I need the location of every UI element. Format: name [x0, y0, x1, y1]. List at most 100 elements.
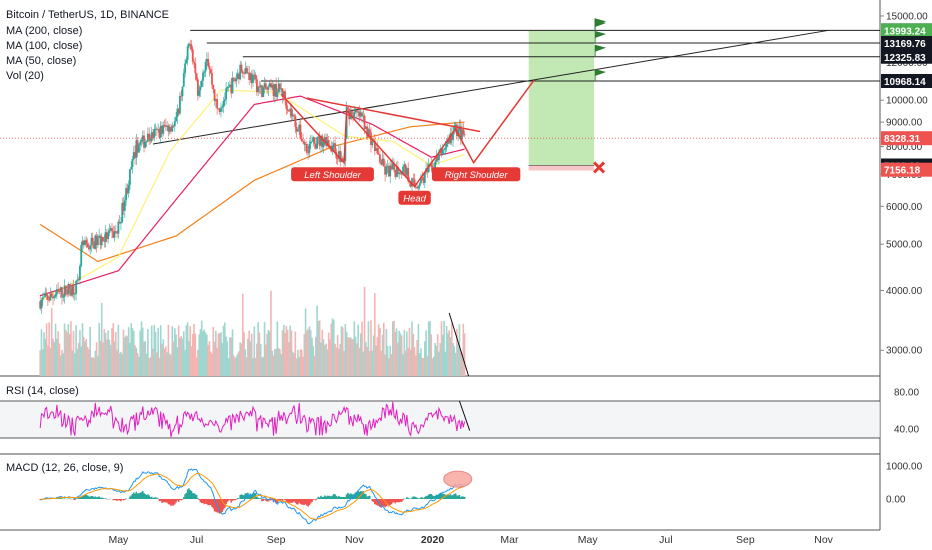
volume-bar	[40, 329, 43, 376]
price-tick-label: 15000.00	[886, 11, 928, 22]
volume-bar	[121, 354, 124, 376]
candle-body	[245, 68, 248, 73]
volume-bar	[215, 330, 217, 376]
volume-bar	[109, 345, 112, 376]
legend-ma100[interactable]: MA (100, close)	[6, 40, 83, 52]
macd-histogram-bar	[209, 499, 212, 506]
macd-histogram-bar	[420, 497, 422, 499]
macd-histogram-bar	[435, 494, 438, 499]
volume-bar	[81, 323, 84, 376]
candle-body	[82, 240, 85, 246]
volume-bar	[429, 321, 431, 376]
volume-bar	[238, 351, 240, 376]
price-label: 7156.18	[884, 166, 921, 177]
candle-body	[80, 245, 83, 266]
macd-histogram-bar	[188, 488, 190, 499]
volume-bar	[197, 349, 199, 376]
ascending-trendline	[152, 29, 829, 145]
volume-bar	[297, 349, 299, 376]
legend-volume[interactable]: Vol (20)	[6, 70, 44, 82]
macd-histogram-bar	[234, 499, 236, 501]
volume-bar	[279, 349, 281, 376]
volume-bar	[99, 340, 102, 376]
pattern-label: Head	[403, 193, 426, 204]
volume-bar	[285, 326, 288, 376]
volume-bar	[379, 327, 381, 376]
volume-bar	[407, 347, 409, 376]
volume-bar	[282, 324, 285, 376]
moving-average-line	[39, 121, 465, 263]
candle-body	[130, 167, 133, 170]
volume-bar	[418, 353, 421, 376]
volume-bar	[98, 322, 100, 376]
candle-body	[85, 240, 88, 244]
candle-body	[39, 301, 42, 309]
macd-histogram-bar	[241, 494, 244, 499]
macd-histogram-bar	[99, 497, 102, 499]
volume-bar	[463, 333, 466, 376]
candle-body	[434, 161, 436, 168]
candle-body	[386, 165, 389, 167]
macd-label[interactable]: MACD (12, 26, close, 9)	[6, 462, 124, 474]
macd-histogram-bar	[140, 492, 143, 499]
macd-histogram-bar	[177, 499, 180, 502]
volume-bar	[167, 324, 170, 376]
candle-body	[79, 265, 81, 280]
candle-body	[366, 126, 369, 137]
volume-bar	[247, 338, 249, 376]
volume-bar	[45, 323, 48, 376]
volume-bar	[388, 358, 390, 376]
candle-body	[441, 149, 444, 154]
candle-body	[273, 83, 276, 97]
candle-body	[463, 134, 466, 136]
macd-histogram-bar	[202, 499, 204, 504]
macd-histogram-bar	[59, 497, 62, 499]
volume-bar	[453, 346, 456, 376]
candle-body	[322, 141, 325, 148]
volume-bar	[245, 357, 248, 376]
legend-ma200[interactable]: MA (200, close)	[6, 25, 83, 37]
volume-bar	[408, 327, 411, 376]
macd-histogram-bar	[252, 494, 254, 499]
candle-body	[161, 125, 163, 134]
candle-body	[309, 141, 312, 144]
macd-histogram-bar	[318, 497, 321, 499]
candle-body	[167, 125, 170, 132]
volume-bar	[141, 327, 144, 376]
macd-histogram-bar	[134, 493, 136, 499]
candle-body	[338, 151, 340, 159]
volume-bar	[200, 320, 203, 376]
candle-body	[158, 129, 161, 138]
volume-bar	[224, 322, 226, 376]
volume-bar	[122, 329, 125, 376]
macd-histogram-bar	[411, 497, 413, 499]
candle-body	[303, 141, 306, 145]
candle-body	[381, 158, 384, 165]
macd-histogram-bar	[275, 499, 277, 503]
volume-bar	[390, 354, 393, 376]
macd-histogram-bar	[131, 494, 134, 499]
macd-histogram-bar	[424, 497, 426, 499]
volume-bar	[352, 339, 354, 376]
macd-histogram-bar	[358, 491, 361, 499]
macd-histogram-bar	[266, 499, 268, 502]
candle-body	[72, 285, 75, 295]
macd-histogram-bar	[221, 499, 224, 512]
macd-histogram-bar	[449, 494, 452, 499]
volume-bar	[338, 348, 340, 376]
legend-ma50[interactable]: MA (50, close)	[6, 55, 77, 67]
flag-icon	[595, 44, 607, 52]
volume-bar	[244, 349, 247, 376]
candle-body	[282, 91, 285, 97]
candle-body	[145, 141, 148, 143]
volume-bar	[274, 349, 276, 376]
macd-histogram-bar	[129, 496, 131, 499]
volume-bar	[71, 350, 74, 376]
macd-histogram-bar	[300, 499, 303, 505]
macd-histogram-bar	[174, 499, 176, 505]
rsi-label[interactable]: RSI (14, close)	[6, 385, 79, 397]
candle-body	[272, 84, 275, 97]
candle-body	[179, 95, 181, 114]
candle-body	[46, 295, 49, 300]
